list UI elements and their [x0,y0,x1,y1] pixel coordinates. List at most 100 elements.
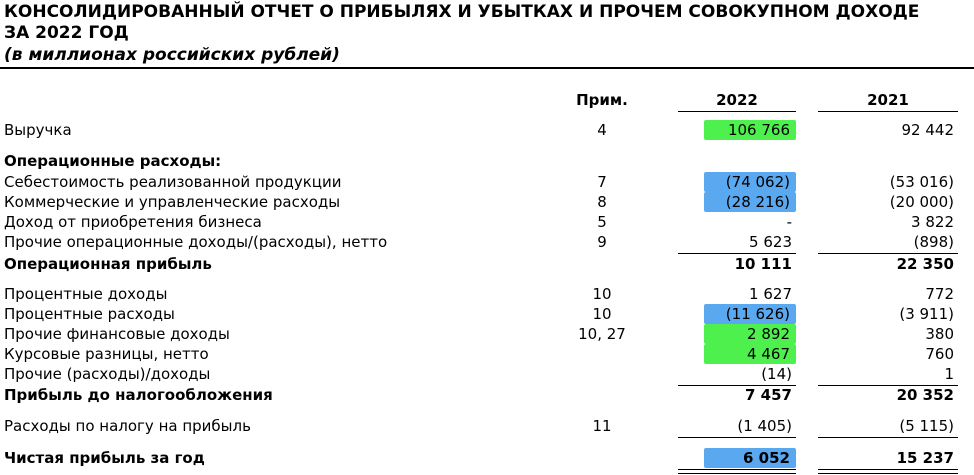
value-2022: 6 052 [704,448,796,468]
value-2021: 760 [820,344,958,364]
column-header-2021: 2021 [867,91,909,109]
value-2021-text: 92 442 [901,121,955,139]
row-note: 8 [597,193,607,211]
report-subtitle: (в миллионах российских рублей) [4,45,340,65]
subtotal-rule [818,437,958,438]
value-2021: (3 911) [820,304,958,324]
value-2022-text: 1 627 [749,285,792,303]
value-2022-text: - [786,213,792,231]
statement-row: Курсовые разницы, нетто 4 467 760 [0,344,974,364]
value-2022-text: (14) [761,365,792,383]
value-2022-text: (1 405) [737,417,792,435]
value-2022: 2 892 [704,324,796,344]
row-label: Прибыль до налогообложения [4,386,273,404]
value-2021: (53 016) [820,172,958,192]
row-label: Себестоимость реализованной продукции [4,173,342,191]
value-2021-text: (5 115) [899,417,954,435]
statement-row: Прочие операционные доходы/(расходы), не… [0,232,974,252]
header-rule [0,67,974,69]
value-2022-text: 5 623 [749,233,792,251]
value-2022: 4 467 [704,344,796,364]
value-2022: 106 766 [704,120,796,140]
row-label: Процентные расходы [4,305,175,323]
value-2022-text: 10 111 [734,255,792,273]
report-title: КОНСОЛИДИРОВАННЫЙ ОТЧЕТ О ПРИБЫЛЯХ И УБЫ… [4,2,919,44]
subtotal-rule [678,253,796,254]
value-2022-text: (28 216) [725,193,790,211]
statement-row: Расходы по налогу на прибыль 11 (1 405) (5 … [0,416,974,436]
row-note: 10 [592,285,612,303]
value-2021: 15 237 [820,448,958,468]
value-2022: (28 216) [704,192,796,212]
row-note: 11 [592,417,612,435]
value-2021-text: 15 237 [896,449,954,467]
value-2021-text: 20 352 [896,386,954,404]
value-2021-text: 380 [925,325,954,343]
subtotal-rule [818,385,958,386]
value-2022: (11 626) [704,304,796,324]
value-2021: (898) [820,232,958,252]
value-2021-text: (53 016) [889,173,954,191]
row-label: Операционная прибыль [4,255,212,273]
subtotal-rule [818,253,958,254]
value-2021-text: 772 [925,285,954,303]
value-2021: 3 822 [820,212,958,232]
value-2022: 1 627 [680,284,794,304]
row-label: Чистая прибыль за год [4,449,205,467]
column-header-note: Прим. [576,91,628,109]
row-label: Расходы по налогу на прибыль [4,417,251,435]
value-2021: 92 442 [820,120,958,140]
value-2021: (20 000) [820,192,958,212]
row-label: Процентные доходы [4,285,168,303]
value-2022: 7 457 [680,385,794,405]
value-2022-text: 7 457 [745,386,792,404]
value-2022: (1 405) [680,416,794,436]
subtotal-rule [678,437,796,438]
value-2021: 20 352 [820,385,958,405]
statement-row: Себестоимость реализованной продукции 7 (7… [0,172,974,192]
value-2021-text: (3 911) [899,305,954,323]
statement-row: Процентные расходы 10 (11 626) (3 911) [0,304,974,324]
column-header-2021-underline [818,111,958,112]
column-header-2022: 2022 [716,91,758,109]
statement-row: Прочие финансовые доходы 10, 27 2 892 380 [0,324,974,344]
value-2021-text: (898) [913,233,954,251]
value-2021-text: 760 [925,345,954,363]
row-label: Операционные расходы: [4,152,222,170]
value-2021-text: (20 000) [889,193,954,211]
value-2021: (5 115) [820,416,958,436]
row-label: Коммерческие и управленческие расходы [4,193,341,211]
value-2022-text: 106 766 [727,121,790,139]
value-2022-text: (74 062) [725,173,790,191]
row-label: Прочие (расходы)/доходы [4,365,211,383]
value-2021-text: 1 [944,365,954,383]
value-2021: 1 [820,364,958,384]
value-2021: 380 [820,324,958,344]
statement-row: Операционные расходы: [0,151,974,171]
row-note: 5 [597,213,607,231]
value-2022: (74 062) [704,172,796,192]
statement-row: Коммерческие и управленческие расходы 8 (2… [0,192,974,212]
value-2022-text: (11 626) [725,305,790,323]
statement-row: Прибыль до налогообложения 7 457 20 352 [0,385,974,405]
total-double-rule [678,469,796,474]
value-2022-text: 6 052 [743,449,790,467]
value-2022: 10 111 [680,254,794,274]
statement-row: Прочие (расходы)/доходы (14) 1 [0,364,974,384]
subtotal-rule [678,385,796,386]
row-note: 4 [597,121,607,139]
value-2021-text: 22 350 [896,255,954,273]
row-label: Доход от приобретения бизнеса [4,213,262,231]
row-label: Прочие финансовые доходы [4,325,230,343]
statement-row: Выручка 4 106 766 92 442 [0,120,974,140]
row-label: Курсовые разницы, нетто [4,345,209,363]
value-2021: 22 350 [820,254,958,274]
row-note: 9 [597,233,607,251]
statement-row: Доход от приобретения бизнеса 5 - 3 822 [0,212,974,232]
report-title-line1: КОНСОЛИДИРОВАННЫЙ ОТЧЕТ О ПРИБЫЛЯХ И УБЫ… [4,2,920,22]
value-2021-text: 3 822 [911,213,954,231]
row-label: Выручка [4,121,72,139]
row-note: 7 [597,173,607,191]
row-label: Прочие операционные доходы/(расходы), не… [4,233,388,251]
value-2022-text: 2 892 [747,325,790,343]
